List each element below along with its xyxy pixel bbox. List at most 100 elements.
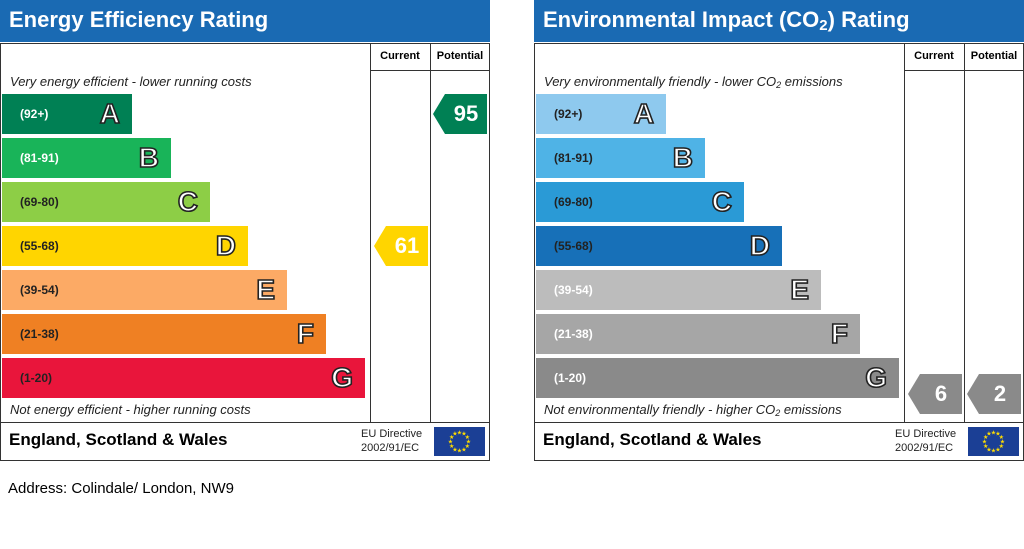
title-subscript: 2 <box>819 17 828 34</box>
band-range-label: (39-54) <box>20 283 59 297</box>
eu-directive-label: EU Directive 2002/91/EC <box>895 427 956 455</box>
band-range-label: (55-68) <box>20 239 59 253</box>
svg-text:★: ★ <box>465 443 470 450</box>
svg-text:★: ★ <box>452 446 457 453</box>
svg-text:★: ★ <box>461 431 466 438</box>
band-letter: G <box>864 361 887 394</box>
note-end: emissions <box>781 74 843 89</box>
band-range-label: (69-80) <box>554 195 593 209</box>
svg-text:★: ★ <box>999 443 1004 450</box>
band-letter: E <box>256 273 276 306</box>
directive-line-1: EU Directive <box>361 428 423 440</box>
directive-line-2: 2002/91/EC <box>361 442 420 454</box>
svg-text:★: ★ <box>991 430 996 437</box>
current-rating-marker: 61 <box>374 226 430 266</box>
current-column-divider <box>370 44 371 422</box>
directive-line-1: EU Directive <box>895 428 957 440</box>
title-main: Environmental Impact (CO <box>543 7 820 32</box>
potential-column-divider <box>430 44 431 422</box>
svg-text:★: ★ <box>466 439 471 446</box>
eu-flag-icon: ★★★★★★★★★ ★ ★★ <box>434 427 485 456</box>
note-end: emissions <box>780 402 842 417</box>
band-letter: D <box>215 229 237 262</box>
potential-column-header: Potential <box>436 50 484 62</box>
rating-band-b: (81-91) B <box>536 138 705 178</box>
svg-text:★: ★ <box>982 439 987 446</box>
band-range-label: (92+) <box>20 107 49 121</box>
band-range-label: (39-54) <box>554 283 593 297</box>
rating-band-a: (92+) A <box>536 94 666 134</box>
rating-band-a: (92+) A <box>2 94 132 134</box>
svg-text:★: ★ <box>999 434 1004 441</box>
band-range-label: (81-91) <box>20 151 59 165</box>
eu-flag-icon: ★★★★★★★★★ ★ ★★ <box>968 427 1019 456</box>
svg-text:★: ★ <box>452 431 457 438</box>
rating-band-e: (39-54) E <box>536 270 821 310</box>
note-main: Not environmentally friendly - higher CO <box>544 402 776 417</box>
svg-text:★: ★ <box>991 448 996 455</box>
environment-panel-title: Environmental Impact (CO2) Rating <box>534 0 1024 42</box>
property-address: Address: Colindale/ London, NW9 <box>8 480 234 497</box>
current-column-header: Current <box>914 50 954 62</box>
band-letter: A <box>633 97 655 130</box>
band-letter: C <box>177 185 199 218</box>
potential-rating-marker: 2 <box>967 374 1023 414</box>
band-letter: G <box>330 361 353 394</box>
band-letter: E <box>790 273 810 306</box>
svg-text:★: ★ <box>983 434 988 441</box>
band-letter: B <box>672 141 694 174</box>
rating-band-b: (81-91) B <box>2 138 171 178</box>
svg-text:★: ★ <box>995 446 1000 453</box>
svg-text:★: ★ <box>448 439 453 446</box>
current-rating-value: 61 <box>394 233 420 258</box>
note-main: Very environmentally friendly - lower CO <box>544 74 777 89</box>
band-range-label: (1-20) <box>20 371 53 385</box>
bottom-efficiency-note: Not energy efficient - higher running co… <box>10 402 251 417</box>
top-efficiency-note: Very energy efficient - lower running co… <box>10 74 252 89</box>
band-letter: F <box>830 317 849 350</box>
rating-band-g: (1-20) G <box>2 358 365 398</box>
rating-band-d: (55-68) D <box>2 226 248 266</box>
rating-band-d: (55-68) D <box>536 226 782 266</box>
environmental-impact-panel: Environmental Impact (CO2) Rating Curren… <box>534 0 1024 462</box>
svg-text:★: ★ <box>449 443 454 450</box>
band-range-label: (21-38) <box>554 327 593 341</box>
rating-band-f: (21-38) F <box>2 314 326 354</box>
bottom-impact-note: Not environmentally friendly - higher CO… <box>544 402 842 418</box>
note-sub: 2 <box>775 408 781 418</box>
footer-divider <box>535 422 1023 423</box>
svg-text:★: ★ <box>457 448 462 455</box>
top-impact-note: Very environmentally friendly - lower CO… <box>544 74 843 90</box>
header-divider <box>370 70 490 71</box>
title-end: ) Rating <box>827 7 910 32</box>
energy-panel-title: Energy Efficiency Rating <box>0 0 490 42</box>
svg-text:★: ★ <box>457 430 462 437</box>
current-rating-marker: 6 <box>908 374 964 414</box>
band-letter: A <box>99 97 121 130</box>
svg-text:★: ★ <box>465 434 470 441</box>
svg-text:★: ★ <box>986 431 991 438</box>
potential-column-header: Potential <box>970 50 1018 62</box>
svg-text:★: ★ <box>995 431 1000 438</box>
band-range-label: (81-91) <box>554 151 593 165</box>
eu-directive-label: EU Directive 2002/91/EC <box>361 427 422 455</box>
potential-rating-value: 2 <box>993 381 1007 406</box>
header-divider <box>904 70 1024 71</box>
band-range-label: (92+) <box>554 107 583 121</box>
environment-chart-frame: Current Potential Very environmentally f… <box>534 43 1024 461</box>
band-range-label: (69-80) <box>20 195 59 209</box>
directive-line-2: 2002/91/EC <box>895 442 954 454</box>
potential-rating-value: 95 <box>453 101 479 126</box>
current-column-header: Current <box>380 50 420 62</box>
svg-text:★: ★ <box>449 434 454 441</box>
region-label: England, Scotland & Wales <box>543 430 762 449</box>
band-letter: C <box>711 185 733 218</box>
rating-band-e: (39-54) E <box>2 270 287 310</box>
rating-band-g: (1-20) G <box>536 358 899 398</box>
energy-efficiency-panel: Energy Efficiency Rating Current Potenti… <box>0 0 490 462</box>
potential-column-divider <box>964 44 965 422</box>
rating-band-f: (21-38) F <box>536 314 860 354</box>
band-letter: D <box>749 229 771 262</box>
band-range-label: (21-38) <box>20 327 59 341</box>
current-column-divider <box>904 44 905 422</box>
